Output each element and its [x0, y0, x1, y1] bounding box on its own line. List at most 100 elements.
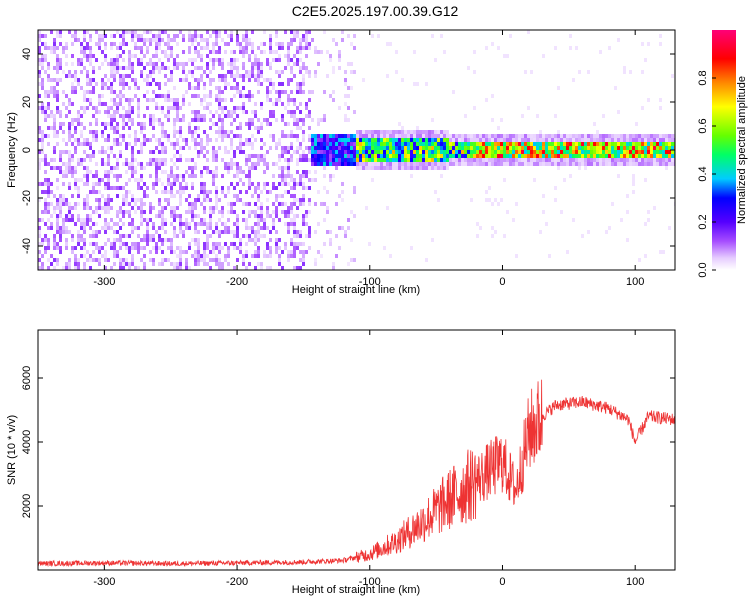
spectrogram-cell [92, 250, 95, 254]
spectrogram-cell [314, 46, 317, 50]
spectrogram-cell [254, 58, 257, 62]
spectrogram-cell [377, 150, 380, 154]
spectrogram-cell [473, 142, 476, 146]
spectrogram-cell [53, 266, 56, 270]
spectrogram-cell [554, 146, 557, 150]
spectrogram-cell [287, 254, 290, 258]
spectrogram-cell [587, 142, 590, 146]
spectrogram-cell [368, 142, 371, 146]
spectrogram-cell [242, 170, 245, 174]
spectrogram-cell [557, 154, 560, 158]
spectrogram-cell [155, 66, 158, 70]
spectrogram-cell [254, 254, 257, 258]
spectrogram-cell [554, 142, 557, 146]
spectrogram-cell [323, 134, 326, 138]
spectrogram-cell [47, 186, 50, 190]
spectrogram-cell [242, 86, 245, 90]
x-tick-label: -200 [226, 276, 248, 288]
spectrogram-cell [59, 214, 62, 218]
spectrogram-cell [68, 122, 71, 126]
spectrogram-cell [164, 158, 167, 162]
spectrogram-cell [224, 254, 227, 258]
spectrogram-cell [68, 186, 71, 190]
spectrogram-cell [281, 90, 284, 94]
spectrogram-cell [347, 262, 350, 266]
spectrogram-cell [119, 34, 122, 38]
spectrogram-cell [242, 142, 245, 146]
spectrogram-cell [194, 46, 197, 50]
spectrogram-cell [332, 38, 335, 42]
spectrogram-cell [293, 34, 296, 38]
spectrogram-cell [44, 114, 47, 118]
spectrogram-cell [296, 122, 299, 126]
spectrogram-cell [587, 158, 590, 162]
spectrogram-cell [560, 146, 563, 150]
spectrogram-cell [422, 158, 425, 162]
spectrogram-cell [146, 234, 149, 238]
spectrogram-cell [296, 230, 299, 234]
spectrogram-cell [359, 166, 362, 170]
spectrogram-cell [218, 266, 221, 270]
spectrogram-cell [338, 142, 341, 146]
spectrogram-cell [611, 146, 614, 150]
spectrogram-cell [350, 70, 353, 74]
spectrogram-cell [362, 162, 365, 166]
spectrogram-cell [119, 82, 122, 86]
spectrogram-cell [290, 250, 293, 254]
spectrogram-cell [152, 226, 155, 230]
spectrogram-cell [206, 238, 209, 242]
spectrogram-cell [443, 130, 446, 134]
spectrogram-cell [152, 246, 155, 250]
spectrogram-cell [137, 46, 140, 50]
spectrogram-cell [197, 114, 200, 118]
spectrogram-cell [131, 62, 134, 66]
spectrogram-cell [167, 94, 170, 98]
spectrogram-cell [251, 210, 254, 214]
spectrogram-cell [224, 230, 227, 234]
spectrogram-cell [206, 262, 209, 266]
spectrogram-cell [44, 90, 47, 94]
spectrogram-cell [368, 146, 371, 150]
spectrogram-cell [41, 266, 44, 270]
spectrogram-cell [344, 114, 347, 118]
spectrogram-cell [170, 74, 173, 78]
spectrogram-cell [254, 74, 257, 78]
spectrogram-cell [479, 134, 482, 138]
spectrogram-cell [65, 262, 68, 266]
spectrogram-cell [440, 174, 443, 178]
spectrogram-cell [488, 134, 491, 138]
spectrogram-cell [557, 158, 560, 162]
spectrogram-cell [182, 114, 185, 118]
spectrogram-cell [122, 86, 125, 90]
spectrogram-cell [311, 90, 314, 94]
spectrogram-cell [296, 62, 299, 66]
spectrogram-cell [254, 66, 257, 70]
spectrogram-cell [92, 130, 95, 134]
spectrogram-cell [95, 222, 98, 226]
spectrogram-cell [614, 154, 617, 158]
spectrogram-cell [68, 134, 71, 138]
spectrogram-cell [440, 138, 443, 142]
spectrogram-cell [314, 258, 317, 262]
spectrogram-cell [62, 50, 65, 54]
spectrogram-cell [260, 214, 263, 218]
spectrogram-cell [56, 198, 59, 202]
spectrogram-cell [68, 214, 71, 218]
spectrogram-cell [338, 154, 341, 158]
spectrogram-cell [227, 202, 230, 206]
spectrogram-cell [38, 130, 41, 134]
spectrogram-cell [188, 242, 191, 246]
spectrogram-cell [68, 102, 71, 106]
spectrogram-cell [80, 46, 83, 50]
spectrogram-cell [260, 234, 263, 238]
spectrogram-cell [311, 118, 314, 122]
spectrogram-cell [668, 138, 671, 142]
spectrogram-cell [173, 226, 176, 230]
spectrogram-cell [125, 74, 128, 78]
spectrogram-cell [101, 134, 104, 138]
spectrogram-cell [194, 226, 197, 230]
spectrogram-cell [83, 222, 86, 226]
spectrogram-cell [377, 134, 380, 138]
spectrogram-cell [119, 218, 122, 222]
spectrogram-cell [377, 166, 380, 170]
